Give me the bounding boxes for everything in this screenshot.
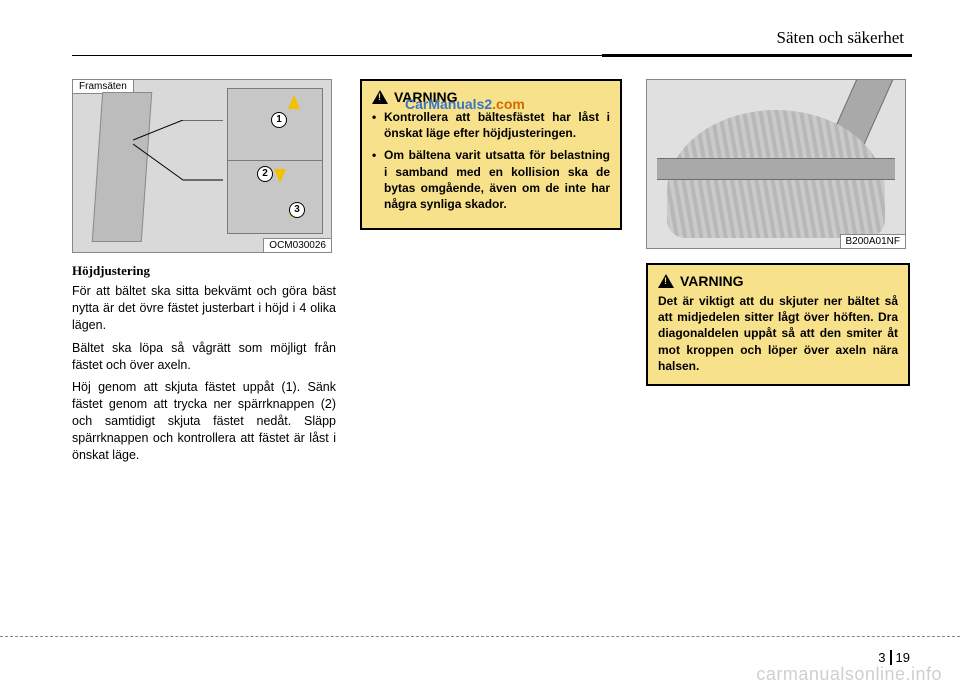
warning-title-text: VARNING — [680, 273, 744, 289]
callout-2: 2 — [257, 166, 273, 182]
rule-thin — [72, 55, 602, 56]
warning-bullet: Kontrollera att bältesfästet har låst i … — [372, 109, 610, 141]
figure-label-bottom-right: B200A01NF — [840, 234, 905, 248]
page-number: 3 19 — [878, 650, 910, 665]
callout-lines-icon — [133, 120, 233, 210]
chapter-number: 3 — [878, 650, 891, 665]
figure-label-bottom-right: OCM030026 — [263, 238, 331, 252]
arrow-down-icon — [274, 169, 286, 183]
warning-triangle-icon — [372, 90, 388, 104]
spacer — [646, 249, 910, 263]
page-header: Säten och säkerhet — [72, 28, 912, 48]
paragraph: Bältet ska löpa så vågrätt som möjligt f… — [72, 340, 336, 374]
warning-bullet: Om bältena varit utsatta för belastning … — [372, 147, 610, 212]
warning-triangle-icon — [658, 274, 674, 288]
warning-body: Det är viktigt att du skjuter ner bältet… — [658, 293, 898, 374]
warning-title: VARNING — [658, 273, 898, 289]
column-right: B200A01NF VARNING Det är viktigt att du … — [646, 79, 910, 386]
page-in-chapter: 19 — [896, 650, 910, 665]
content-columns: Framsäten 1 2 3 OCM030026 Höjdjuster — [72, 79, 912, 470]
lap-belt — [657, 158, 895, 180]
paragraph: Höj genom att skjuta fästet uppåt (1). S… — [72, 379, 336, 463]
manual-page: Säten och säkerhet CarManuals2.com Frams… — [0, 0, 960, 689]
body-text-left: För att bältet ska sitta bekvämt och gör… — [72, 283, 336, 464]
section-title: Säten och säkerhet — [777, 28, 904, 47]
warning-box-right: VARNING Det är viktigt att du skjuter ne… — [646, 263, 910, 386]
warning-body: Kontrollera att bältesfästet har låst i … — [372, 109, 610, 212]
header-rule — [72, 54, 912, 57]
footer-cut-line — [0, 636, 960, 637]
figure-seat-anchor: Framsäten 1 2 3 OCM030026 — [72, 79, 332, 253]
callout-3: 3 — [289, 202, 305, 218]
column-left: Framsäten 1 2 3 OCM030026 Höjdjuster — [72, 79, 336, 470]
paragraph: För att bältet ska sitta bekvämt och gör… — [72, 283, 336, 334]
callout-1: 1 — [271, 112, 287, 128]
figure-lap-belt: B200A01NF — [646, 79, 906, 249]
watermark-bottom: carmanualsonline.info — [756, 664, 942, 685]
subheading-adjust: Höjdjustering — [72, 263, 336, 279]
arrow-up-icon — [288, 95, 300, 109]
inset-bottom — [227, 160, 323, 234]
rule-thick — [602, 54, 912, 57]
